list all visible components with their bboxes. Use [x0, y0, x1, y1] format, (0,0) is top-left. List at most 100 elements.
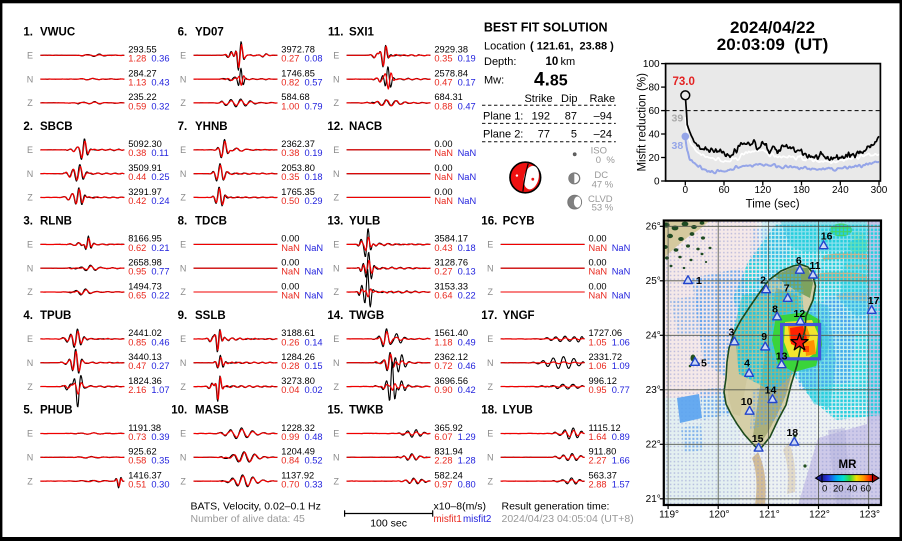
- svg-text:0.82: 0.82: [281, 78, 299, 88]
- svg-text:NaN: NaN: [305, 243, 324, 253]
- svg-text:NaN: NaN: [589, 290, 608, 300]
- svg-text:E: E: [487, 334, 493, 344]
- svg-text:0.28: 0.28: [281, 361, 299, 371]
- svg-text:MASB: MASB: [195, 405, 229, 417]
- svg-text:0.52: 0.52: [305, 456, 323, 466]
- svg-text:0.70: 0.70: [281, 480, 299, 490]
- svg-text:PHUB: PHUB: [40, 405, 73, 417]
- svg-text:E: E: [487, 240, 493, 250]
- svg-text:0.89: 0.89: [612, 432, 630, 442]
- svg-text:6.: 6.: [178, 26, 188, 38]
- svg-text:E: E: [487, 429, 493, 439]
- svg-text:E: E: [333, 51, 339, 61]
- svg-text:0.19: 0.19: [458, 54, 476, 64]
- svg-text:TWGB: TWGB: [349, 310, 384, 322]
- svg-text:0.43: 0.43: [434, 243, 452, 253]
- svg-text:Z: Z: [333, 98, 339, 108]
- svg-text:1.18: 1.18: [434, 337, 452, 347]
- svg-text:Mw:: Mw:: [484, 75, 504, 87]
- svg-text:NaN: NaN: [434, 196, 453, 206]
- svg-text:VWUC: VWUC: [40, 26, 75, 38]
- svg-text:0.08: 0.08: [305, 54, 323, 64]
- svg-text:E: E: [333, 429, 339, 439]
- svg-text:2.88: 2.88: [589, 480, 607, 490]
- svg-text:NaN: NaN: [281, 267, 300, 277]
- svg-text:5.: 5.: [23, 405, 33, 417]
- svg-text:NaN: NaN: [434, 172, 453, 182]
- svg-text:0.35: 0.35: [281, 172, 299, 182]
- svg-text:1.00: 1.00: [281, 101, 299, 111]
- svg-text:Z: Z: [488, 476, 494, 486]
- svg-text:NaN: NaN: [589, 243, 608, 253]
- svg-text:12.: 12.: [327, 121, 343, 133]
- svg-text:Plane 1:: Plane 1:: [483, 110, 523, 122]
- svg-text:BATS, Velocity, 0.02–0.1 Hz: BATS, Velocity, 0.02–0.1 Hz: [191, 501, 321, 513]
- svg-text:0.21: 0.21: [151, 243, 169, 253]
- svg-text:4: 4: [744, 358, 750, 370]
- svg-text:0.18: 0.18: [458, 243, 476, 253]
- svg-text:Location: Location: [484, 41, 526, 53]
- svg-text:NaN: NaN: [612, 267, 631, 277]
- svg-text:22°: 22°: [646, 440, 661, 451]
- svg-text:2.16: 2.16: [128, 385, 146, 395]
- svg-text:TWKB: TWKB: [349, 405, 384, 417]
- svg-text:15: 15: [752, 433, 764, 445]
- svg-text:Z: Z: [333, 287, 339, 297]
- svg-text:Number of alive data: 45: Number of alive data: 45: [191, 513, 306, 525]
- svg-text:0.90: 0.90: [434, 385, 452, 395]
- svg-text:E: E: [180, 51, 186, 61]
- svg-text:1.57: 1.57: [612, 480, 630, 490]
- svg-text:2.: 2.: [23, 121, 33, 133]
- svg-text:6.07: 6.07: [434, 432, 452, 442]
- svg-text:N: N: [27, 169, 34, 179]
- svg-text:119°: 119°: [659, 510, 679, 521]
- svg-text:0.79: 0.79: [305, 101, 323, 111]
- svg-text:13: 13: [776, 351, 788, 363]
- svg-text:38: 38: [672, 140, 684, 152]
- svg-text:YD07: YD07: [195, 26, 224, 38]
- svg-text:12: 12: [794, 308, 806, 320]
- svg-text:Result generation time:: Result generation time:: [502, 501, 610, 513]
- svg-text:20:03:09 (UT): 20:03:09 (UT): [717, 35, 828, 54]
- svg-text:0.97: 0.97: [434, 480, 452, 490]
- svg-text:Z: Z: [180, 382, 186, 392]
- svg-text:NaN: NaN: [281, 290, 300, 300]
- svg-text:60: 60: [860, 484, 871, 495]
- svg-text:0.72: 0.72: [434, 361, 452, 371]
- svg-text:40: 40: [648, 129, 660, 140]
- svg-text:BEST FIT SOLUTION: BEST FIT SOLUTION: [484, 21, 608, 35]
- svg-text:E: E: [333, 145, 339, 155]
- svg-text:121°: 121°: [759, 510, 780, 521]
- svg-text:24°: 24°: [646, 331, 661, 342]
- svg-text:18: 18: [786, 427, 798, 439]
- svg-text:123°: 123°: [859, 510, 880, 521]
- svg-text:1.09: 1.09: [612, 361, 630, 371]
- svg-text:0.95: 0.95: [589, 385, 607, 395]
- svg-text:Z: Z: [27, 98, 33, 108]
- svg-text:0.35: 0.35: [434, 54, 452, 64]
- svg-text:0.43: 0.43: [151, 78, 169, 88]
- svg-text:N: N: [180, 358, 187, 368]
- svg-text:0.38: 0.38: [281, 148, 299, 158]
- svg-text:Z: Z: [180, 98, 186, 108]
- svg-text:0.59: 0.59: [128, 101, 146, 111]
- svg-text:300: 300: [871, 185, 888, 196]
- svg-text:80: 80: [648, 83, 660, 94]
- svg-text:N: N: [333, 169, 340, 179]
- svg-text:TPUB: TPUB: [40, 310, 71, 322]
- svg-text:N: N: [180, 169, 187, 179]
- svg-text:0.38: 0.38: [128, 148, 146, 158]
- svg-text:Z: Z: [27, 287, 33, 297]
- svg-text:0.77: 0.77: [612, 385, 630, 395]
- svg-text:0.47: 0.47: [128, 361, 146, 371]
- svg-text:NaN: NaN: [458, 172, 477, 182]
- svg-text:8: 8: [772, 304, 778, 316]
- svg-text:120: 120: [754, 185, 771, 196]
- svg-text:NaN: NaN: [434, 148, 453, 158]
- svg-text:N: N: [333, 358, 340, 368]
- svg-text:Plane 2:: Plane 2:: [483, 129, 523, 141]
- svg-text:120°: 120°: [709, 510, 730, 521]
- svg-text:100 sec: 100 sec: [370, 518, 407, 530]
- svg-text:RLNB: RLNB: [40, 216, 72, 228]
- svg-text:E: E: [180, 429, 186, 439]
